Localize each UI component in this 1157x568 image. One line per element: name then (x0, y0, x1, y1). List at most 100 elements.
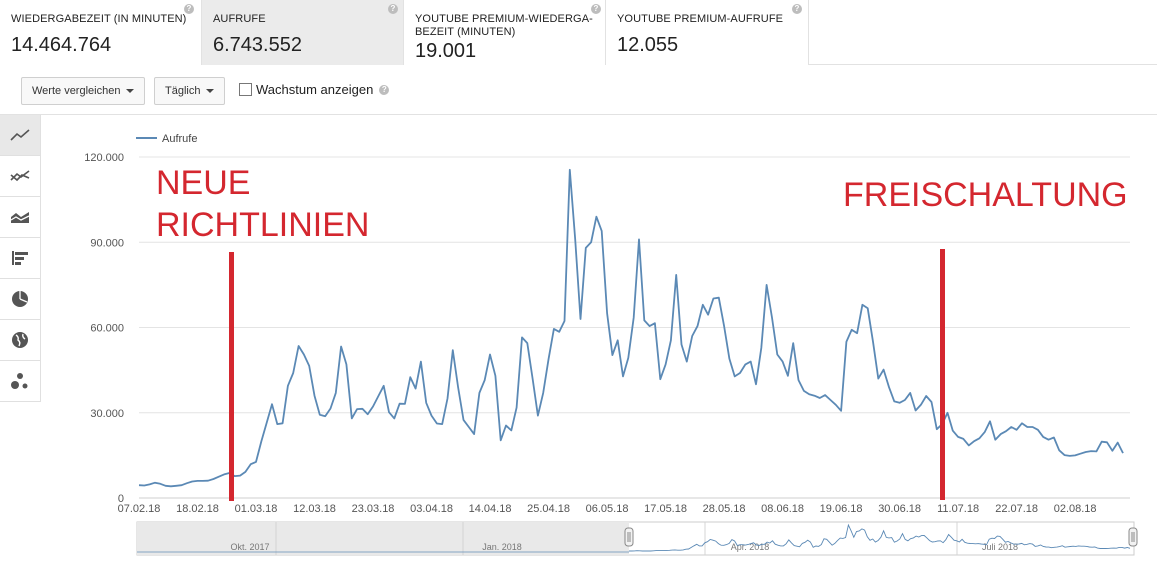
data-point[interactable] (999, 432, 1003, 436)
data-point[interactable] (988, 419, 992, 423)
data-point[interactable] (1020, 421, 1024, 425)
data-point[interactable] (1100, 440, 1104, 444)
help-icon[interactable]: ? (388, 4, 398, 14)
data-point[interactable] (509, 428, 513, 432)
data-point[interactable] (685, 360, 689, 364)
data-point[interactable] (376, 394, 380, 398)
data-point[interactable] (1110, 449, 1114, 453)
data-point[interactable] (462, 418, 466, 422)
data-point[interactable] (626, 356, 630, 360)
data-point[interactable] (807, 392, 811, 396)
data-point[interactable] (887, 385, 891, 389)
data-point[interactable] (563, 319, 567, 323)
data-point[interactable] (797, 378, 801, 382)
data-point[interactable] (355, 407, 359, 411)
data-point[interactable] (1094, 449, 1098, 453)
data-point[interactable] (898, 401, 902, 405)
data-point[interactable] (329, 407, 333, 411)
data-point[interactable] (727, 357, 731, 361)
data-point[interactable] (382, 384, 386, 388)
data-point[interactable] (866, 306, 870, 310)
data-point[interactable] (871, 340, 875, 344)
data-point[interactable] (839, 409, 843, 413)
data-point[interactable] (344, 362, 348, 366)
data-point[interactable] (637, 237, 641, 241)
data-point[interactable] (1036, 428, 1040, 432)
data-point[interactable] (743, 362, 747, 366)
data-point[interactable] (733, 374, 737, 378)
data-point[interactable] (350, 416, 354, 420)
globe-icon[interactable] (0, 320, 41, 361)
data-point[interactable] (499, 438, 503, 442)
data-point[interactable] (164, 484, 168, 488)
metric-card-premium-views[interactable]: YOUTUBE PREMIUM-AUFRUFE 12.055 ? (606, 0, 809, 65)
data-point[interactable] (142, 484, 146, 488)
data-point[interactable] (504, 424, 508, 428)
data-point[interactable] (392, 416, 396, 420)
data-point[interactable] (802, 389, 806, 393)
data-point[interactable] (701, 303, 705, 307)
data-point[interactable] (424, 401, 428, 405)
data-point[interactable] (648, 324, 652, 328)
data-point[interactable] (557, 330, 561, 334)
data-point[interactable] (180, 483, 184, 487)
data-point[interactable] (1089, 449, 1093, 453)
data-point[interactable] (600, 229, 604, 233)
data-point[interactable] (579, 317, 583, 321)
data-point[interactable] (243, 470, 247, 474)
data-point[interactable] (621, 374, 625, 378)
data-point[interactable] (791, 341, 795, 345)
data-point[interactable] (850, 328, 854, 332)
data-point[interactable] (892, 399, 896, 403)
data-point[interactable] (440, 422, 444, 426)
data-point[interactable] (759, 346, 763, 350)
data-point[interactable] (568, 168, 572, 172)
metric-card-views[interactable]: AUFRUFE 6.743.552 ? (202, 0, 404, 65)
data-point[interactable] (334, 391, 338, 395)
data-point[interactable] (148, 482, 152, 486)
data-point[interactable] (690, 334, 694, 338)
data-point[interactable] (914, 409, 918, 413)
data-point[interactable] (414, 387, 418, 391)
data-point[interactable] (371, 405, 375, 409)
data-point[interactable] (711, 297, 715, 301)
data-point[interactable] (403, 402, 407, 406)
data-point[interactable] (313, 394, 317, 398)
data-point[interactable] (366, 412, 370, 416)
stacked-area-icon[interactable] (0, 197, 41, 238)
data-point[interactable] (515, 406, 519, 410)
data-point[interactable] (169, 484, 173, 488)
data-point[interactable] (254, 460, 258, 464)
data-point[interactable] (1041, 435, 1045, 439)
data-point[interactable] (876, 377, 880, 381)
data-point[interactable] (642, 318, 646, 322)
data-point[interactable] (834, 403, 838, 407)
data-point[interactable] (855, 331, 859, 335)
data-point[interactable] (307, 364, 311, 368)
data-point[interactable] (217, 475, 221, 479)
multi-line-chart-icon[interactable] (0, 156, 41, 197)
data-point[interactable] (1068, 454, 1072, 458)
data-point[interactable] (754, 382, 758, 386)
data-point[interactable] (259, 440, 263, 444)
data-point[interactable] (594, 215, 598, 219)
data-point[interactable] (1047, 438, 1051, 442)
data-point[interactable] (972, 439, 976, 443)
pie-chart-icon[interactable] (0, 279, 41, 320)
data-point[interactable] (174, 484, 178, 488)
data-point[interactable] (419, 360, 423, 364)
help-icon[interactable]: ? (792, 4, 802, 14)
data-point[interactable] (1031, 425, 1035, 429)
data-point[interactable] (270, 402, 274, 406)
data-point[interactable] (813, 394, 817, 398)
data-point[interactable] (158, 482, 162, 486)
data-point[interactable] (451, 348, 455, 352)
data-point[interactable] (190, 480, 194, 484)
data-point[interactable] (786, 374, 790, 378)
data-point[interactable] (286, 384, 290, 388)
data-point[interactable] (930, 400, 934, 404)
data-point[interactable] (185, 481, 189, 485)
bar-chart-icon[interactable] (0, 238, 41, 279)
data-point[interactable] (882, 368, 886, 372)
data-point[interactable] (249, 462, 253, 466)
